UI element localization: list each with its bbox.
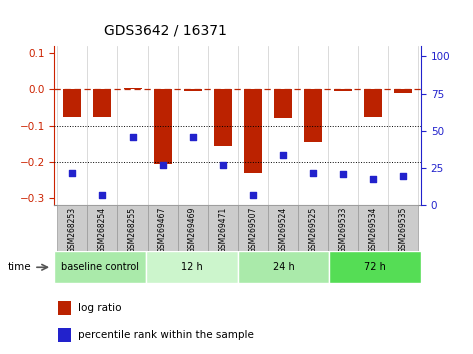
Bar — [334, 90, 352, 91]
Text: GSM269467: GSM269467 — [158, 207, 167, 253]
Point — [189, 134, 196, 140]
Point — [369, 176, 377, 181]
Bar — [358, 205, 388, 251]
Point — [309, 170, 316, 175]
Bar — [304, 90, 322, 142]
Bar — [214, 90, 232, 145]
Point — [279, 152, 287, 158]
Bar — [274, 90, 292, 119]
Bar — [364, 90, 382, 116]
Bar — [57, 205, 88, 251]
Bar — [146, 251, 237, 283]
Bar — [63, 90, 81, 116]
Bar — [329, 251, 421, 283]
Bar — [58, 301, 71, 315]
Bar — [184, 90, 201, 91]
Text: GSM268254: GSM268254 — [98, 207, 107, 253]
Bar — [58, 328, 71, 342]
Text: time: time — [8, 262, 32, 272]
Bar — [328, 205, 358, 251]
Point — [69, 170, 76, 175]
Bar — [238, 205, 268, 251]
Bar — [54, 251, 146, 283]
Bar — [94, 90, 112, 116]
Bar — [237, 251, 329, 283]
Bar — [148, 205, 177, 251]
Text: GSM268253: GSM268253 — [68, 207, 77, 253]
Bar — [88, 205, 117, 251]
Point — [219, 162, 227, 168]
Text: GDS3642 / 16371: GDS3642 / 16371 — [104, 23, 227, 37]
Text: GSM269469: GSM269469 — [188, 207, 197, 253]
Text: log ratio: log ratio — [78, 303, 122, 313]
Text: GSM269524: GSM269524 — [278, 207, 287, 253]
Text: baseline control: baseline control — [61, 262, 139, 272]
Point — [339, 171, 347, 177]
Text: GSM269534: GSM269534 — [368, 207, 377, 253]
Bar — [244, 90, 262, 173]
Text: 24 h: 24 h — [272, 262, 294, 272]
Text: GSM269533: GSM269533 — [338, 207, 347, 253]
Point — [159, 162, 166, 168]
Text: GSM269507: GSM269507 — [248, 207, 257, 253]
Bar — [123, 88, 141, 90]
Point — [249, 192, 256, 198]
Text: GSM268255: GSM268255 — [128, 207, 137, 253]
Bar — [394, 90, 412, 93]
Text: GSM269525: GSM269525 — [308, 207, 317, 253]
Text: 72 h: 72 h — [364, 262, 386, 272]
Bar — [268, 205, 298, 251]
Point — [399, 173, 407, 178]
Text: percentile rank within the sample: percentile rank within the sample — [78, 330, 254, 340]
Text: GSM269471: GSM269471 — [218, 207, 227, 253]
Point — [99, 192, 106, 198]
Bar — [154, 90, 172, 164]
Text: GSM269535: GSM269535 — [398, 207, 407, 253]
Bar — [177, 205, 208, 251]
Bar — [208, 205, 238, 251]
Bar — [117, 205, 148, 251]
Text: 12 h: 12 h — [181, 262, 203, 272]
Bar — [388, 205, 418, 251]
Point — [129, 134, 136, 140]
Bar — [298, 205, 328, 251]
